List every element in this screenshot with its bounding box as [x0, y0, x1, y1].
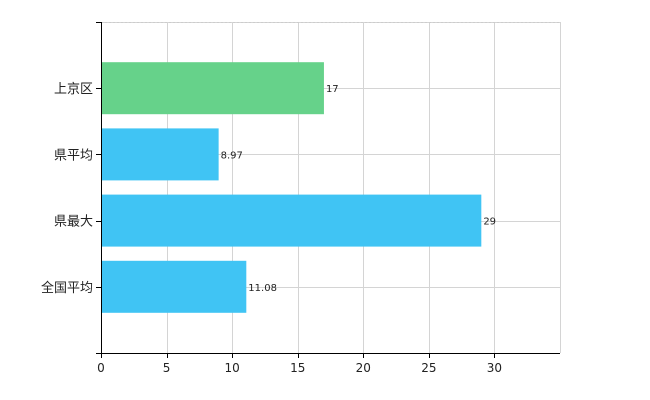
- data-label-2: 29: [483, 217, 496, 228]
- bar-0: [101, 62, 324, 115]
- data-label-3: 11.08: [248, 283, 277, 294]
- category-label-2: 県最大: [54, 215, 93, 230]
- data-label-0: 17: [326, 84, 339, 95]
- x-tick-label-2: 10: [225, 361, 240, 375]
- x-tick-label-3: 15: [290, 361, 305, 375]
- category-label-1: 県平均: [54, 148, 93, 163]
- category-label-3: 全国平均: [41, 280, 93, 296]
- x-tick-label-6: 30: [487, 361, 502, 375]
- labels: 17 上京区 8.97 県平均 29 県最大 11.08 全国平均 0 5 10 15 20 25 30: [41, 82, 502, 375]
- bars: [101, 62, 482, 313]
- x-tick-label-0: 0: [97, 361, 105, 375]
- x-tick-label-4: 20: [356, 361, 371, 375]
- bar-2: [101, 194, 482, 247]
- x-tick-label-1: 5: [163, 361, 171, 375]
- axes: [96, 22, 560, 358]
- x-tick-label-5: 25: [421, 361, 436, 375]
- bar-3: [101, 260, 247, 313]
- category-label-0: 上京区: [54, 82, 93, 97]
- data-label-1: 8.97: [221, 150, 243, 161]
- bar-1: [101, 128, 219, 181]
